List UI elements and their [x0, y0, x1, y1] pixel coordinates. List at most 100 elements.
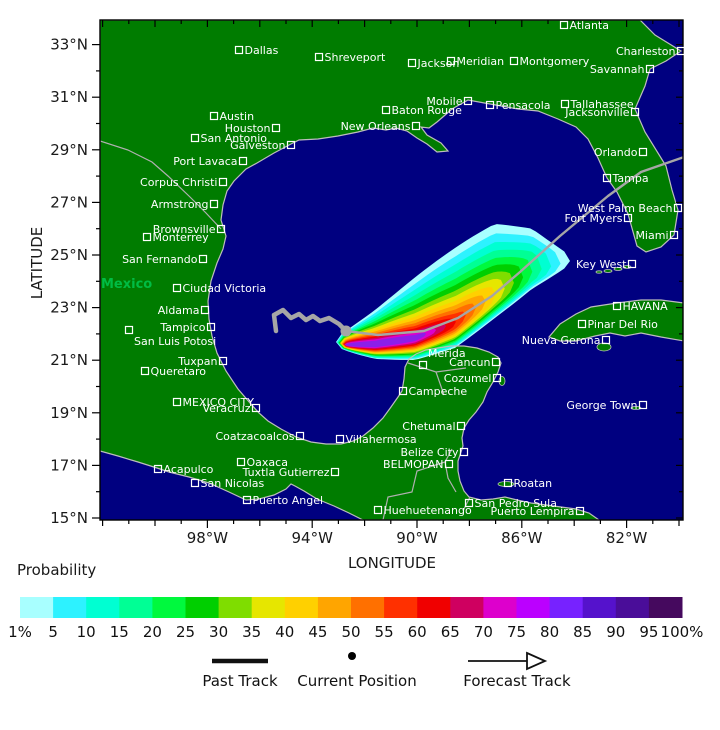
city-label: New Orleans: [341, 120, 411, 133]
city-label: Tuxtla Gutierrez: [242, 466, 330, 479]
city-marker: [577, 319, 587, 329]
city-marker: [575, 506, 585, 516]
city-marker: [238, 156, 248, 166]
city-label: BELMOPAN: [383, 458, 443, 471]
city-marker: [456, 421, 466, 431]
city-label: Campeche: [409, 385, 468, 398]
colorbar-segment: [516, 597, 551, 618]
colorbar-segment: [185, 597, 220, 618]
colorbar-tick-label: 1%: [8, 623, 32, 641]
city-marker: [206, 322, 216, 332]
city-label: Aldama: [158, 304, 200, 317]
city-marker: [601, 335, 611, 345]
city-label: Ciudad Victoria: [183, 282, 267, 295]
city-label: Armstrong: [151, 198, 209, 211]
colorbar-tick-label: 10: [77, 623, 96, 641]
city-marker: [172, 397, 182, 407]
city-label: Monterrey: [153, 231, 210, 244]
probability-colorbar: 1% 5 10 15 20 25 30 35 40 45 50 55 60 65 70 75 80 85 90 95 1…: [8, 597, 703, 641]
city-marker: [381, 105, 391, 115]
political-border: [100, 140, 222, 230]
colorbar-tick-label: 25: [176, 623, 195, 641]
city-marker: [612, 301, 622, 311]
city-label: Tampa: [612, 172, 649, 185]
city-label: Dallas: [245, 44, 279, 57]
city-marker: [200, 305, 210, 315]
city-marker: [491, 357, 501, 367]
city-marker: [190, 133, 200, 143]
city-label: Austin: [220, 110, 255, 123]
colorbar-tick-label: 85: [573, 623, 592, 641]
colorbar-tick-label: 45: [308, 623, 327, 641]
colorbar-tick-label: 60: [408, 623, 427, 641]
city-label: Baton Rouge: [392, 104, 463, 117]
colorbar-tick-label: 30: [209, 623, 228, 641]
y-tick-label: 17°N: [50, 456, 88, 474]
city-marker: [459, 447, 469, 457]
city-label: Shreveport: [325, 51, 387, 64]
x-tick-label: 98°W: [187, 529, 229, 547]
city-marker: [209, 111, 219, 121]
city-label: Coatzacoalcos: [215, 430, 294, 443]
city-marker: [627, 259, 637, 269]
y-tick-label: 19°N: [50, 404, 88, 422]
city-label: Merida: [428, 347, 466, 360]
past-track-line: [271, 307, 349, 334]
city-label: Jackson: [417, 57, 460, 70]
y-tick-label: 15°N: [50, 509, 88, 527]
y-tick-label: 31°N: [50, 88, 88, 106]
city-marker: [330, 467, 340, 477]
current-position-label: Current Position: [297, 672, 417, 690]
colorbar-segment: [86, 597, 120, 618]
x-tick-label: 90°W: [396, 529, 438, 547]
cuba-coastline: [547, 299, 683, 342]
city-label: Atlanta: [570, 19, 609, 32]
city-label: Port Lavaca: [173, 155, 237, 168]
forecast-track-line: [345, 156, 683, 337]
colorbar-segment: [417, 597, 451, 618]
city-marker: [509, 56, 519, 66]
colorbar-tick-label: 75: [507, 623, 526, 641]
city-marker: [623, 213, 633, 223]
country-label-mexico: Mexico: [101, 277, 152, 292]
city-marker: [560, 99, 570, 109]
island: [613, 267, 623, 271]
city-label: Pinar Del Rio: [588, 318, 659, 331]
city-label: Montgomery: [520, 55, 590, 68]
city-label: MEXICO CITY: [183, 396, 255, 409]
colorbar-segment: [351, 597, 385, 618]
city-marker: [638, 400, 648, 410]
city-label: San Fernando: [122, 253, 198, 266]
city-marker: [153, 464, 163, 474]
city-label: West Palm Beach: [578, 202, 673, 215]
city-marker: [234, 45, 244, 55]
probability-contour-75: [345, 332, 427, 348]
city-label: Roatan: [514, 477, 553, 490]
colorbar-tick-label: 55: [375, 623, 394, 641]
city-marker: [464, 498, 474, 508]
city-marker: [411, 121, 421, 131]
colorbar-tick-label: 90: [606, 623, 625, 641]
city-marker: [218, 177, 228, 187]
y-tick-label: 21°N: [50, 351, 88, 369]
city-marker: [559, 20, 569, 30]
city-marker: [218, 356, 228, 366]
city-marker: [172, 283, 182, 293]
city-label: Puerto Lempira: [491, 505, 575, 518]
colorbar-segment: [152, 597, 186, 618]
city-marker: [398, 386, 408, 396]
city-marker: [463, 96, 473, 106]
colorbar-tick-label: 65: [441, 623, 460, 641]
city-marker: [209, 199, 219, 209]
city-marker: [124, 325, 134, 335]
city-marker: [485, 100, 495, 110]
city-label: Huehuetenango: [384, 504, 472, 517]
city-label: Mobile: [426, 95, 462, 108]
colorbar-segment: [20, 597, 54, 618]
x-tick-label: 94°W: [291, 529, 333, 547]
colorbar-segment: [119, 597, 153, 618]
current-position-dot-icon: [348, 652, 356, 660]
y-tick-label: 29°N: [50, 141, 88, 159]
mainland-coastline: [100, 20, 683, 520]
